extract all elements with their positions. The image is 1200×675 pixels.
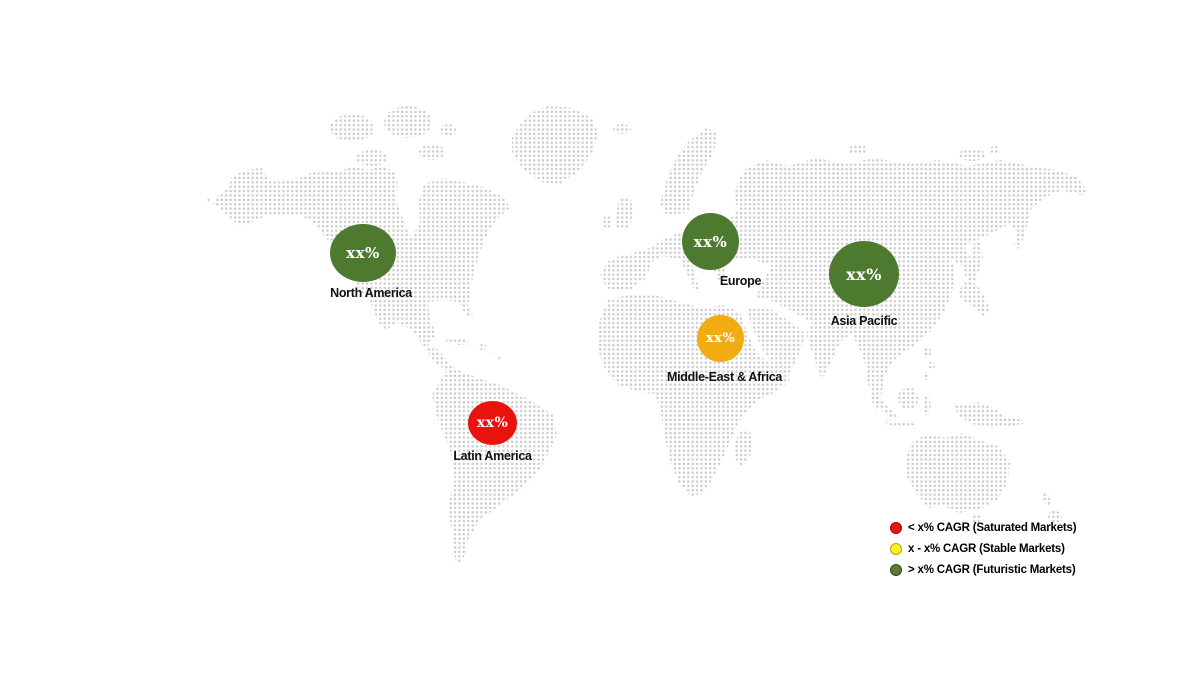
asia-pacific-bubble: xx%	[829, 241, 899, 307]
north-america-value: xx%	[346, 244, 380, 262]
latin-america-value: xx%	[476, 415, 509, 431]
cagr-legend: < x% CAGR (Saturated Markets) x - x% CAG…	[890, 521, 1077, 584]
legend-futuristic-label: > x% CAGR (Futuristic Markets)	[908, 564, 1076, 576]
north-america-bubble: xx%	[330, 224, 396, 282]
europe-label: Europe	[719, 274, 762, 288]
region-bubble-north-america: xx% North America	[330, 224, 412, 300]
asia-pacific-value: xx%	[846, 264, 882, 284]
europe-bubble: xx%	[682, 213, 739, 270]
north-america-label: North America	[330, 286, 412, 300]
latin-america-bubble: xx%	[468, 401, 517, 445]
middle-east-africa-label: Middle-East & Africa	[666, 370, 783, 384]
region-bubble-middle-east-africa: xx% Middle-East & Africa	[667, 315, 782, 384]
saturated-markets-dot-icon	[890, 522, 902, 534]
europe-value: xx%	[693, 232, 728, 251]
legend-item-futuristic: > x% CAGR (Futuristic Markets)	[890, 563, 1076, 577]
region-bubble-europe: xx% Europe	[682, 213, 761, 288]
futuristic-markets-dot-icon	[890, 564, 902, 576]
middle-east-africa-value: xx%	[705, 331, 736, 346]
legend-stable-label: x - x% CAGR (Stable Markets)	[908, 543, 1065, 555]
asia-pacific-label: Asia Pacific	[830, 314, 898, 328]
latin-america-label: Latin America	[453, 449, 532, 463]
legend-saturated-label: < x% CAGR (Saturated Markets)	[908, 522, 1077, 534]
region-bubble-latin-america: xx% Latin America	[453, 401, 532, 463]
middle-east-africa-bubble: xx%	[697, 315, 744, 362]
stable-markets-dot-icon	[890, 543, 902, 555]
region-bubble-asia-pacific: xx% Asia Pacific	[829, 241, 899, 328]
legend-item-saturated: < x% CAGR (Saturated Markets)	[890, 521, 1077, 535]
legend-item-stable: x - x% CAGR (Stable Markets)	[890, 542, 1076, 556]
